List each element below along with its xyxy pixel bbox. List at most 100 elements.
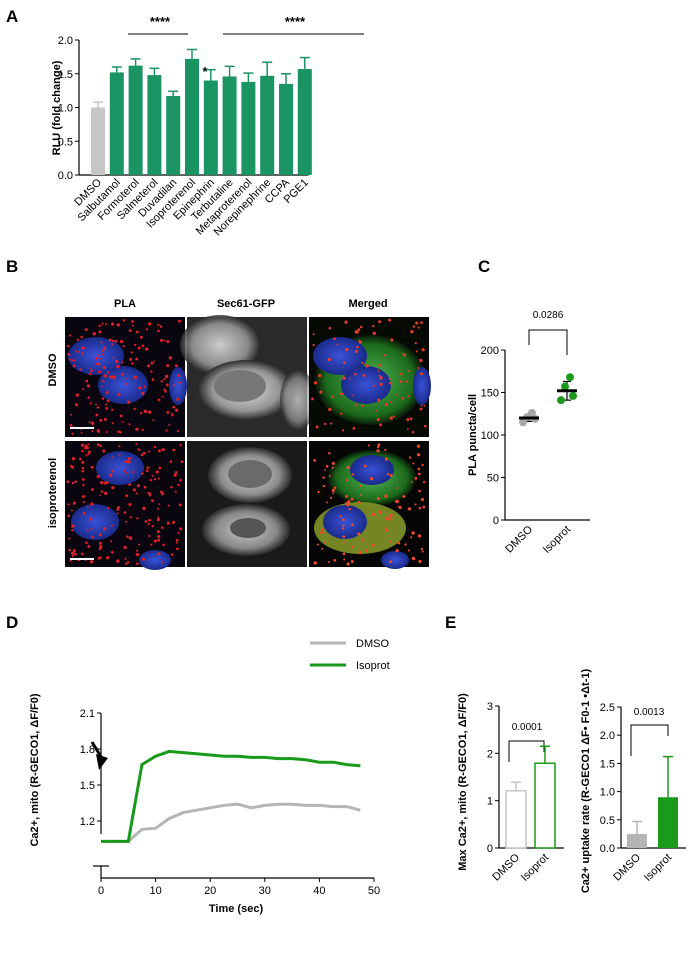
pla-punctum [111, 408, 114, 412]
pla-punctum [141, 472, 144, 475]
pla-punctum [177, 531, 180, 534]
pla-punctum [165, 383, 169, 387]
pla-punctum [127, 460, 131, 464]
pla-punctum [157, 535, 161, 539]
pla-punctum [161, 493, 164, 496]
pla-punctum [107, 371, 110, 374]
pla-punctum [151, 378, 155, 381]
pla-punctum [99, 544, 103, 549]
chart-a-y-tick-label: 1.5 [58, 69, 73, 81]
merged-puncta-iso [313, 443, 426, 566]
pla-punctum [71, 359, 74, 362]
chart-e2-bar [658, 797, 678, 848]
pla-punctum [178, 381, 181, 384]
pla-punctum [138, 386, 142, 390]
pla-punctum [100, 341, 103, 344]
chart-c-y-tick-label: 150 [481, 388, 499, 400]
pla-punctum [150, 543, 153, 546]
pla-punctum [179, 527, 183, 531]
pla-punctum [81, 460, 85, 464]
pla-punctum [412, 325, 416, 328]
pla-punctum [75, 350, 78, 353]
pla-punctum [417, 534, 422, 538]
pla-punctum [414, 341, 417, 345]
chart-c-bracket [528, 329, 568, 355]
chart-e1-bracket [508, 740, 545, 762]
pla-punctum [158, 449, 161, 453]
pla-punctum [71, 551, 75, 555]
merged-nucleus-3 [413, 367, 431, 405]
pla-punctum [111, 322, 115, 326]
pla-punctum [361, 404, 364, 408]
pla-punctum [163, 339, 166, 342]
pla-punctum [384, 457, 389, 461]
chart-c-x-tick-label: Isoprot [541, 524, 573, 556]
pla-punctum [105, 430, 108, 433]
chart-e1-x-tick-label: Isoprot [519, 852, 551, 884]
chart-c: PLA puncta/cell 0.0286 0 50 100 150 200 DMSO I… [467, 310, 590, 556]
pla-punctum [81, 346, 85, 350]
pla-punctum [378, 510, 382, 514]
pla-punctum [80, 431, 83, 434]
chart-a-bar [241, 81, 256, 175]
chart-e1-y-tick-label: 0 [487, 843, 493, 855]
pla-punctum [153, 539, 157, 543]
pla-punctum [372, 384, 376, 387]
pla-punctum [178, 503, 182, 507]
pla-punctum [133, 407, 136, 411]
stimulus-arrow-head-icon [96, 754, 108, 770]
nucleus-2 [98, 366, 148, 404]
chart-e1-y-tick-label: 3 [487, 701, 493, 713]
pla-punctum [376, 496, 380, 501]
pla-punctum [100, 481, 104, 485]
pla-punctum [371, 512, 376, 517]
chart-c-point [557, 396, 565, 405]
pla-punctum [98, 324, 101, 328]
pla-punctum [156, 530, 160, 534]
merged-nucleus-1 [313, 337, 367, 375]
pla-punctum [111, 375, 115, 379]
pla-punctum [354, 403, 358, 407]
pla-punctum [421, 550, 424, 553]
chart-c-y-tick-label: 50 [487, 473, 499, 485]
pla-punctum [317, 490, 320, 494]
pla-punctum [148, 450, 151, 453]
chart-e2-y-tick-label: 1.0 [600, 787, 615, 799]
pla-punctum [157, 538, 161, 542]
pla-punctum [66, 344, 70, 348]
pla-punctum [148, 494, 152, 497]
pla-punctum [179, 443, 182, 447]
pla-punctum [421, 348, 425, 352]
micro-row-isoproterenol: isoproterenol [47, 458, 59, 528]
pla-punctum [147, 322, 152, 326]
pla-punctum [148, 410, 152, 414]
nucleus-6 [139, 550, 171, 570]
pla-punctum [315, 425, 319, 429]
pla-punctum [102, 365, 107, 370]
chart-d-x-tick-label: 20 [204, 885, 216, 897]
pla-punctum [420, 497, 425, 502]
pla-punctum [384, 448, 387, 452]
pla-punctum [172, 405, 176, 409]
pla-punctum [372, 324, 375, 328]
pla-punctum [153, 445, 157, 449]
pla-punctum [407, 507, 412, 511]
pla-punctum [415, 350, 418, 353]
pla-punctum [389, 416, 393, 420]
pla-punctum [332, 492, 335, 495]
panel-letter-a: A [6, 7, 18, 26]
pla-punctum [392, 415, 395, 418]
pla-punctum [351, 523, 354, 527]
pla-punctum [139, 411, 143, 415]
pla-punctum [119, 431, 123, 434]
pla-punctum [312, 343, 315, 347]
pla-punctum [80, 443, 85, 447]
panel-letter-e: E [445, 613, 456, 632]
pla-punctum [313, 459, 317, 462]
pla-punctum [331, 461, 335, 465]
pla-punctum [150, 370, 153, 373]
pla-punctum [345, 348, 349, 352]
pla-punctum [357, 328, 361, 332]
pla-punctum [166, 410, 170, 414]
pla-punctum [404, 543, 407, 546]
